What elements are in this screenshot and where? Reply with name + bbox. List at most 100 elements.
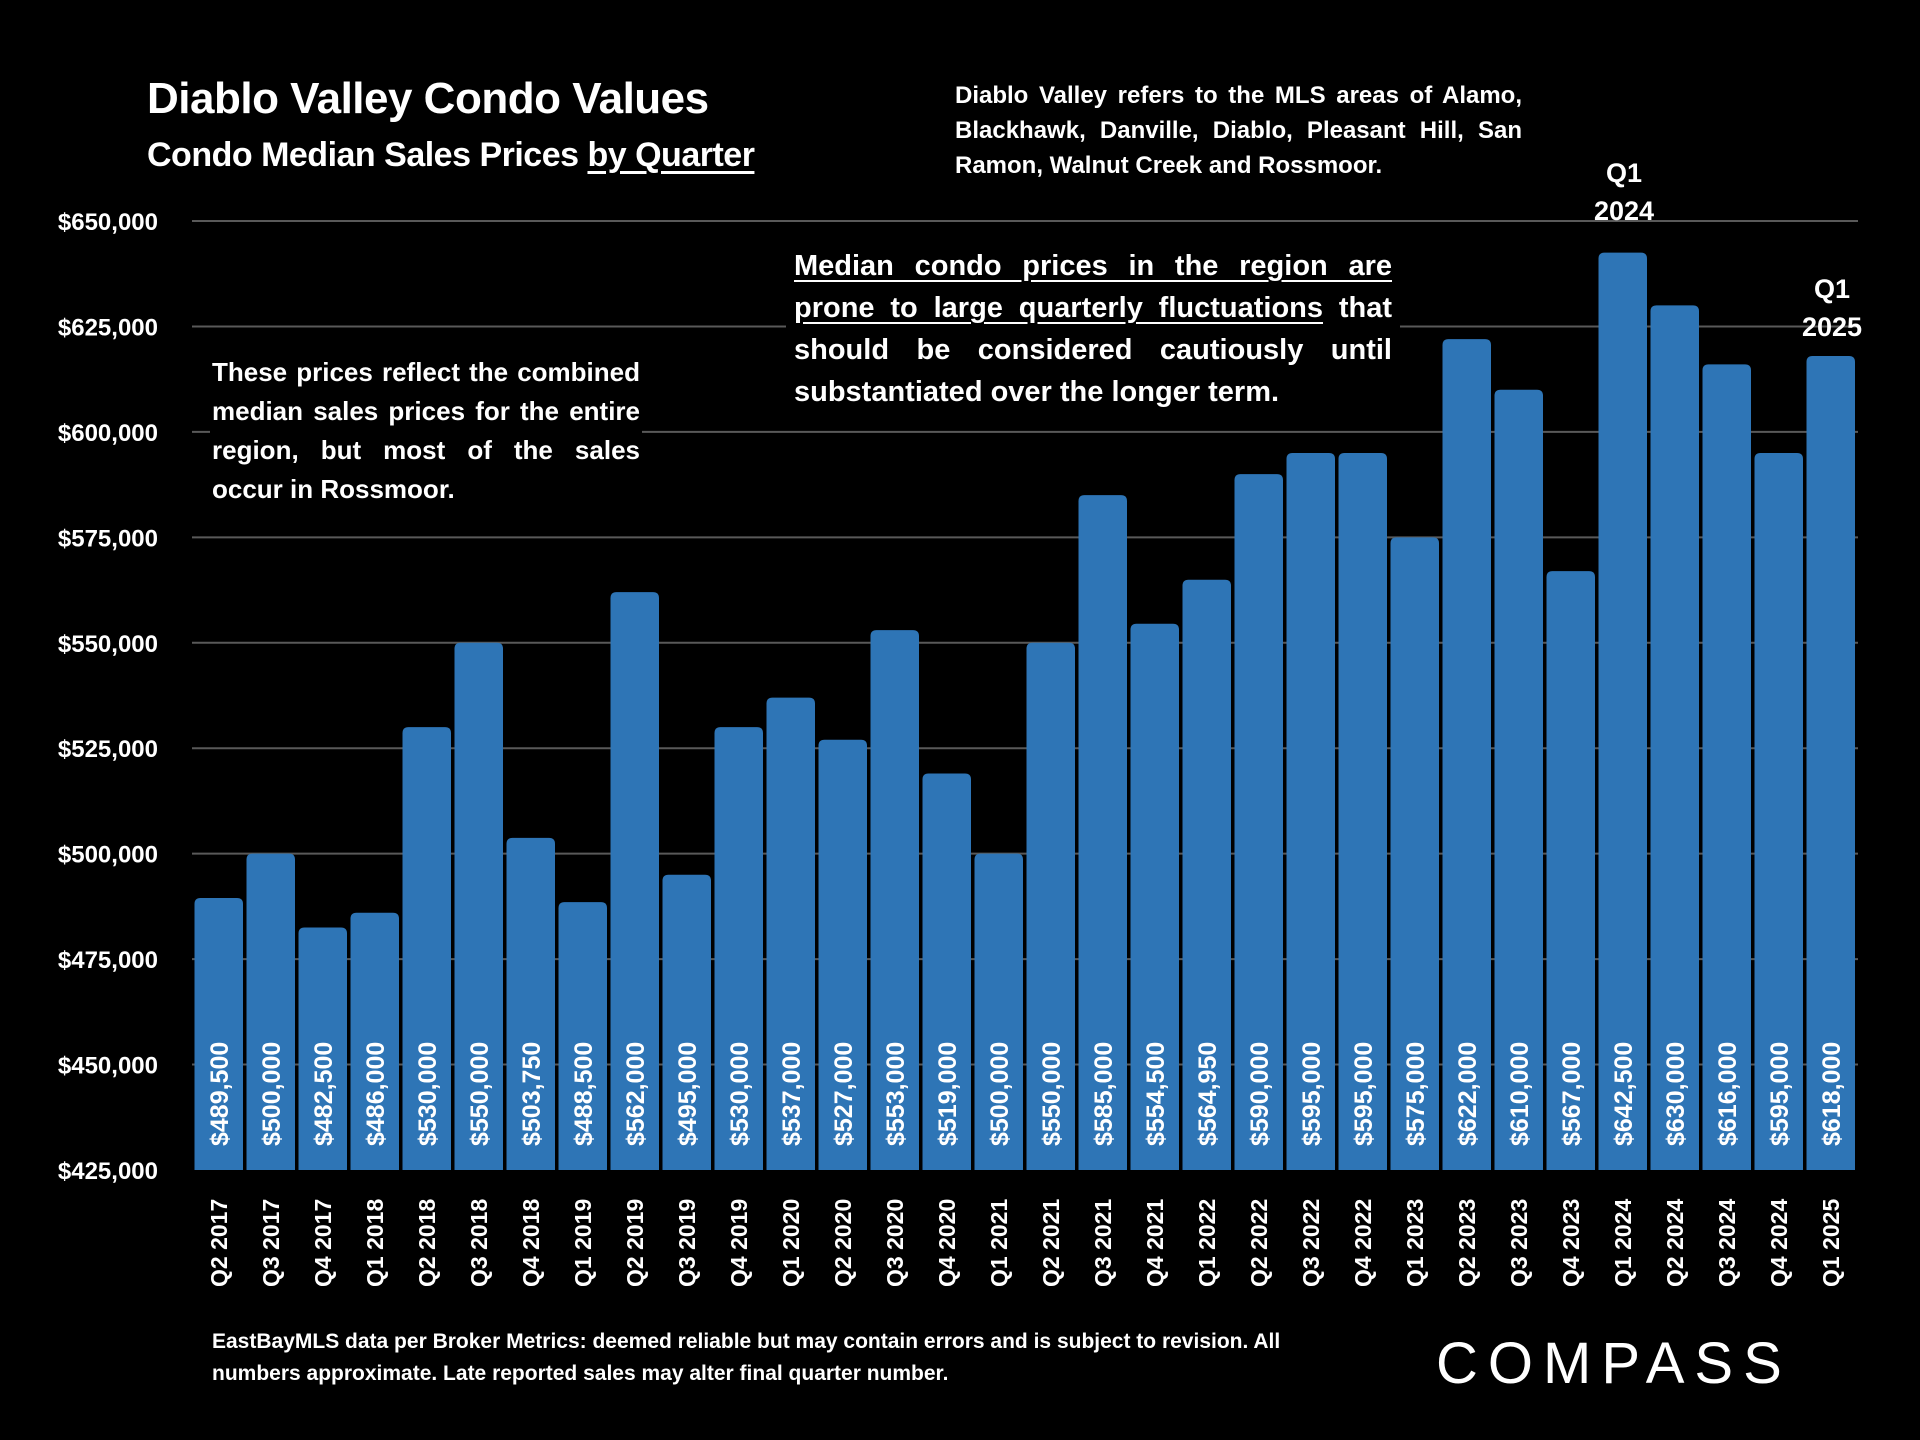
value-label: $618,000	[1818, 1042, 1846, 1146]
x-tick-label: Q3 2021	[1090, 1199, 1116, 1287]
fluctuation-rest: that should be considered cautiously unt…	[794, 292, 1392, 408]
fluctuation-note: Median condo prices in the region are pr…	[786, 245, 1400, 413]
value-label: $616,000	[1714, 1042, 1742, 1146]
x-tick-label: Q4 2018	[518, 1199, 544, 1287]
value-label: $500,000	[986, 1042, 1014, 1146]
x-tick-label: Q3 2017	[258, 1199, 284, 1287]
x-tick-label: Q1 2019	[570, 1199, 596, 1287]
bar	[818, 739, 867, 1170]
bar	[662, 874, 711, 1170]
subtitle-main: Condo Median Sales Prices	[147, 136, 588, 174]
value-label: $595,000	[1766, 1042, 1794, 1146]
y-tick-label: $500,000	[58, 842, 158, 869]
value-label: $530,000	[726, 1042, 754, 1146]
bar	[1338, 452, 1387, 1170]
y-tick-label: $525,000	[58, 736, 158, 763]
bar	[402, 727, 451, 1170]
bar	[1546, 571, 1595, 1170]
x-tick-label: Q4 2017	[310, 1199, 336, 1287]
rossmoor-note: These prices reflect the combined median…	[210, 353, 642, 509]
value-label: $554,500	[1142, 1042, 1170, 1146]
bar	[1806, 355, 1855, 1171]
x-tick-label: Q1 2023	[1402, 1199, 1428, 1287]
region-definition-note: Diablo Valley refers to the MLS areas of…	[955, 78, 1522, 183]
bar	[1078, 495, 1127, 1171]
value-label: $590,000	[1246, 1042, 1274, 1146]
y-tick-label: $625,000	[58, 314, 158, 341]
bar	[1390, 537, 1439, 1170]
x-tick-label: Q3 2023	[1506, 1199, 1532, 1287]
value-label: $642,500	[1610, 1042, 1638, 1146]
y-tick-label: $475,000	[58, 947, 158, 974]
value-label: $567,000	[1558, 1042, 1586, 1146]
value-label: $489,500	[206, 1042, 234, 1146]
bar	[1286, 452, 1335, 1170]
value-label: $585,000	[1090, 1042, 1118, 1146]
value-label: $500,000	[258, 1042, 286, 1146]
x-tick-label: Q3 2018	[466, 1199, 492, 1287]
bar	[1650, 305, 1699, 1170]
value-label: $610,000	[1506, 1042, 1534, 1146]
value-label: $495,000	[674, 1042, 702, 1146]
bar	[1182, 579, 1231, 1170]
x-tick-label: Q2 2024	[1662, 1199, 1688, 1287]
callout-q1-2024-year: 2024	[1593, 196, 1655, 226]
y-tick-label: $550,000	[58, 631, 158, 658]
x-tick-label: Q2 2020	[830, 1199, 856, 1287]
x-tick-label: Q3 2020	[882, 1199, 908, 1287]
value-label: $488,500	[570, 1042, 598, 1146]
bar	[454, 642, 503, 1170]
bar	[1442, 339, 1491, 1170]
bars	[194, 252, 1855, 1171]
value-label: $503,750	[518, 1042, 546, 1146]
x-tick-label: Q1 2025	[1818, 1199, 1844, 1287]
x-tick-label: Q1 2022	[1194, 1199, 1220, 1287]
chart-title: Diablo Valley Condo Values	[147, 74, 709, 123]
x-tick-label: Q4 2023	[1558, 1199, 1584, 1287]
y-tick-label: $425,000	[58, 1158, 158, 1185]
x-axis-ticks: Q2 2017 Q3 2017 Q4 2017 Q1 2018 Q2 2018 Q3 20…	[206, 1199, 1844, 1287]
x-tick-label: Q4 2024	[1766, 1199, 1792, 1287]
y-tick-label: $575,000	[58, 525, 158, 552]
bar	[1130, 623, 1179, 1170]
value-label: $482,500	[310, 1042, 338, 1146]
y-tick-label: $450,000	[58, 1053, 158, 1080]
fluctuation-underlined: Median condo prices in the region are pr…	[794, 250, 1392, 324]
value-label: $553,000	[882, 1042, 910, 1146]
bar	[246, 853, 295, 1170]
x-tick-label: Q3 2019	[674, 1199, 700, 1287]
bar	[974, 853, 1023, 1170]
value-label: $486,000	[362, 1042, 390, 1146]
value-label: $530,000	[414, 1042, 442, 1146]
x-tick-label: Q1 2020	[778, 1199, 804, 1287]
value-label: $562,000	[622, 1042, 650, 1146]
y-tick-label: $650,000	[58, 209, 158, 236]
bar	[506, 837, 555, 1170]
value-label: $527,000	[830, 1042, 858, 1146]
value-label: $550,000	[466, 1042, 494, 1146]
value-label: $564,950	[1194, 1042, 1222, 1146]
bar	[1598, 252, 1647, 1171]
x-tick-label: Q4 2019	[726, 1199, 752, 1287]
y-tick-label: $600,000	[58, 420, 158, 447]
value-label: $519,000	[934, 1042, 962, 1146]
bar	[870, 630, 919, 1170]
value-label: $575,000	[1402, 1042, 1430, 1146]
x-tick-label: Q1 2018	[362, 1199, 388, 1287]
chart-subtitle: Condo Median Sales Prices by Quarter	[147, 136, 755, 175]
x-tick-label: Q2 2019	[622, 1199, 648, 1287]
x-tick-label: Q3 2024	[1714, 1199, 1740, 1287]
compass-logo: COMPASS	[1436, 1331, 1792, 1396]
x-tick-label: Q2 2023	[1454, 1199, 1480, 1287]
value-labels: $489,500 $500,000 $482,500 $486,000 $530,000…	[206, 1042, 1846, 1146]
bar	[298, 927, 347, 1170]
bar	[922, 773, 971, 1170]
x-tick-label: Q4 2022	[1350, 1199, 1376, 1287]
value-label: $595,000	[1350, 1042, 1378, 1146]
x-tick-label: Q4 2020	[934, 1199, 960, 1287]
x-tick-label: Q4 2021	[1142, 1199, 1168, 1287]
y-axis-ticks: $425,000 $450,000 $475,000 $500,000 $525,000…	[58, 209, 158, 1185]
value-label: $630,000	[1662, 1042, 1690, 1146]
value-label: $595,000	[1298, 1042, 1326, 1146]
